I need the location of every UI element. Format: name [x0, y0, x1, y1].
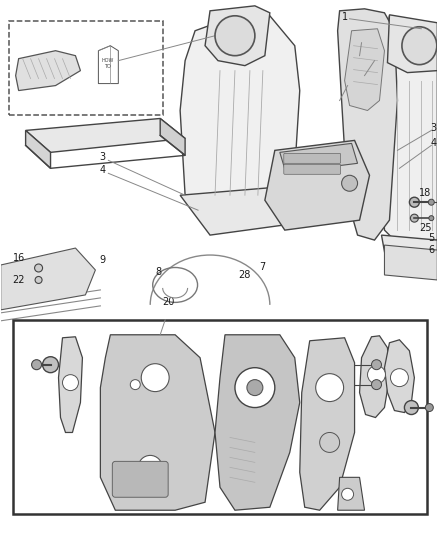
- Text: 25: 25: [419, 223, 431, 233]
- Polygon shape: [99, 46, 118, 84]
- Text: 11: 11: [142, 340, 154, 350]
- Circle shape: [138, 455, 162, 479]
- Polygon shape: [345, 29, 385, 110]
- Polygon shape: [381, 235, 437, 270]
- Polygon shape: [338, 478, 364, 510]
- Bar: [9, 21, 163, 116]
- Text: 14: 14: [398, 333, 410, 343]
- Text: 2: 2: [374, 54, 381, 63]
- Polygon shape: [265, 140, 370, 230]
- Polygon shape: [25, 131, 50, 168]
- Circle shape: [124, 373, 147, 397]
- Circle shape: [42, 357, 59, 373]
- Circle shape: [235, 368, 275, 408]
- Circle shape: [141, 364, 169, 392]
- Text: 3: 3: [430, 124, 436, 133]
- Circle shape: [425, 403, 433, 411]
- Text: 23: 23: [34, 346, 47, 356]
- Circle shape: [316, 374, 343, 401]
- Circle shape: [130, 379, 140, 390]
- Circle shape: [247, 379, 263, 395]
- Text: 3: 3: [99, 152, 106, 163]
- Text: 9: 9: [99, 255, 106, 265]
- Text: 22: 22: [12, 275, 25, 285]
- Polygon shape: [215, 335, 300, 510]
- Ellipse shape: [402, 27, 437, 64]
- FancyBboxPatch shape: [284, 164, 341, 174]
- Text: 7: 7: [259, 262, 265, 272]
- Circle shape: [390, 369, 408, 386]
- Polygon shape: [16, 51, 81, 91]
- Polygon shape: [388, 15, 437, 72]
- Polygon shape: [280, 143, 357, 172]
- Bar: [13, 320, 427, 514]
- Polygon shape: [100, 335, 215, 510]
- Circle shape: [342, 175, 357, 191]
- Polygon shape: [379, 16, 437, 245]
- Polygon shape: [360, 336, 389, 417]
- Circle shape: [35, 277, 42, 284]
- Polygon shape: [338, 9, 397, 240]
- Ellipse shape: [215, 16, 255, 55]
- Polygon shape: [300, 338, 355, 510]
- Polygon shape: [160, 118, 185, 155]
- FancyBboxPatch shape: [284, 154, 341, 163]
- Text: 26: 26: [124, 348, 137, 358]
- Polygon shape: [180, 185, 320, 235]
- Circle shape: [371, 360, 381, 370]
- Text: 15: 15: [351, 505, 364, 515]
- Text: 18: 18: [419, 188, 431, 198]
- Text: 4: 4: [430, 139, 436, 148]
- Text: 12: 12: [413, 416, 426, 425]
- Circle shape: [429, 216, 434, 221]
- FancyBboxPatch shape: [112, 462, 168, 497]
- Text: 19: 19: [342, 343, 354, 353]
- Circle shape: [63, 375, 78, 391]
- Text: 10: 10: [353, 36, 366, 46]
- Circle shape: [371, 379, 381, 390]
- Text: 28: 28: [239, 270, 251, 280]
- Circle shape: [342, 488, 353, 500]
- Polygon shape: [1, 248, 95, 310]
- Text: 17: 17: [364, 328, 376, 338]
- Text: 1: 1: [342, 12, 348, 22]
- Circle shape: [410, 214, 418, 222]
- Circle shape: [404, 401, 418, 415]
- Polygon shape: [385, 245, 437, 280]
- Circle shape: [32, 360, 42, 370]
- Circle shape: [410, 197, 419, 207]
- Circle shape: [428, 199, 434, 205]
- Polygon shape: [25, 118, 185, 152]
- Circle shape: [367, 366, 385, 384]
- Text: 16: 16: [13, 253, 25, 263]
- Text: 24: 24: [323, 499, 336, 509]
- Polygon shape: [385, 340, 414, 413]
- Text: 2: 2: [346, 78, 353, 88]
- Text: HOW
TO: HOW TO: [101, 58, 113, 69]
- Text: 8: 8: [155, 267, 161, 277]
- Circle shape: [320, 432, 339, 453]
- Text: 13: 13: [66, 343, 78, 353]
- Text: 4: 4: [99, 165, 106, 175]
- Polygon shape: [180, 11, 300, 210]
- Text: 5: 5: [428, 233, 434, 243]
- Polygon shape: [205, 6, 270, 66]
- Circle shape: [35, 264, 42, 272]
- Text: 20: 20: [162, 297, 174, 307]
- Text: 6: 6: [428, 245, 434, 255]
- Polygon shape: [59, 337, 82, 432]
- Text: 21: 21: [216, 28, 228, 38]
